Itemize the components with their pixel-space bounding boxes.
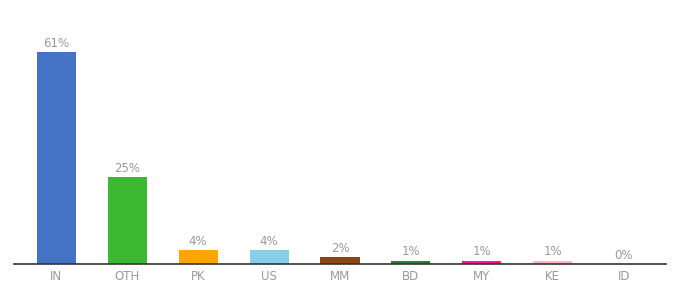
Bar [392,260,430,264]
Text: 0%: 0% [615,249,633,262]
Bar [533,260,573,264]
Text: 4%: 4% [260,235,278,248]
Text: 1%: 1% [543,245,562,258]
Bar [320,257,360,264]
Text: 1%: 1% [402,245,420,258]
Bar [250,250,288,264]
Bar [107,177,147,264]
Text: 2%: 2% [330,242,350,255]
Text: 25%: 25% [114,162,140,175]
Bar [37,52,75,264]
Text: 4%: 4% [189,235,207,248]
Bar [179,250,218,264]
Text: 61%: 61% [43,37,69,50]
Bar [462,260,501,264]
Text: 1%: 1% [473,245,491,258]
